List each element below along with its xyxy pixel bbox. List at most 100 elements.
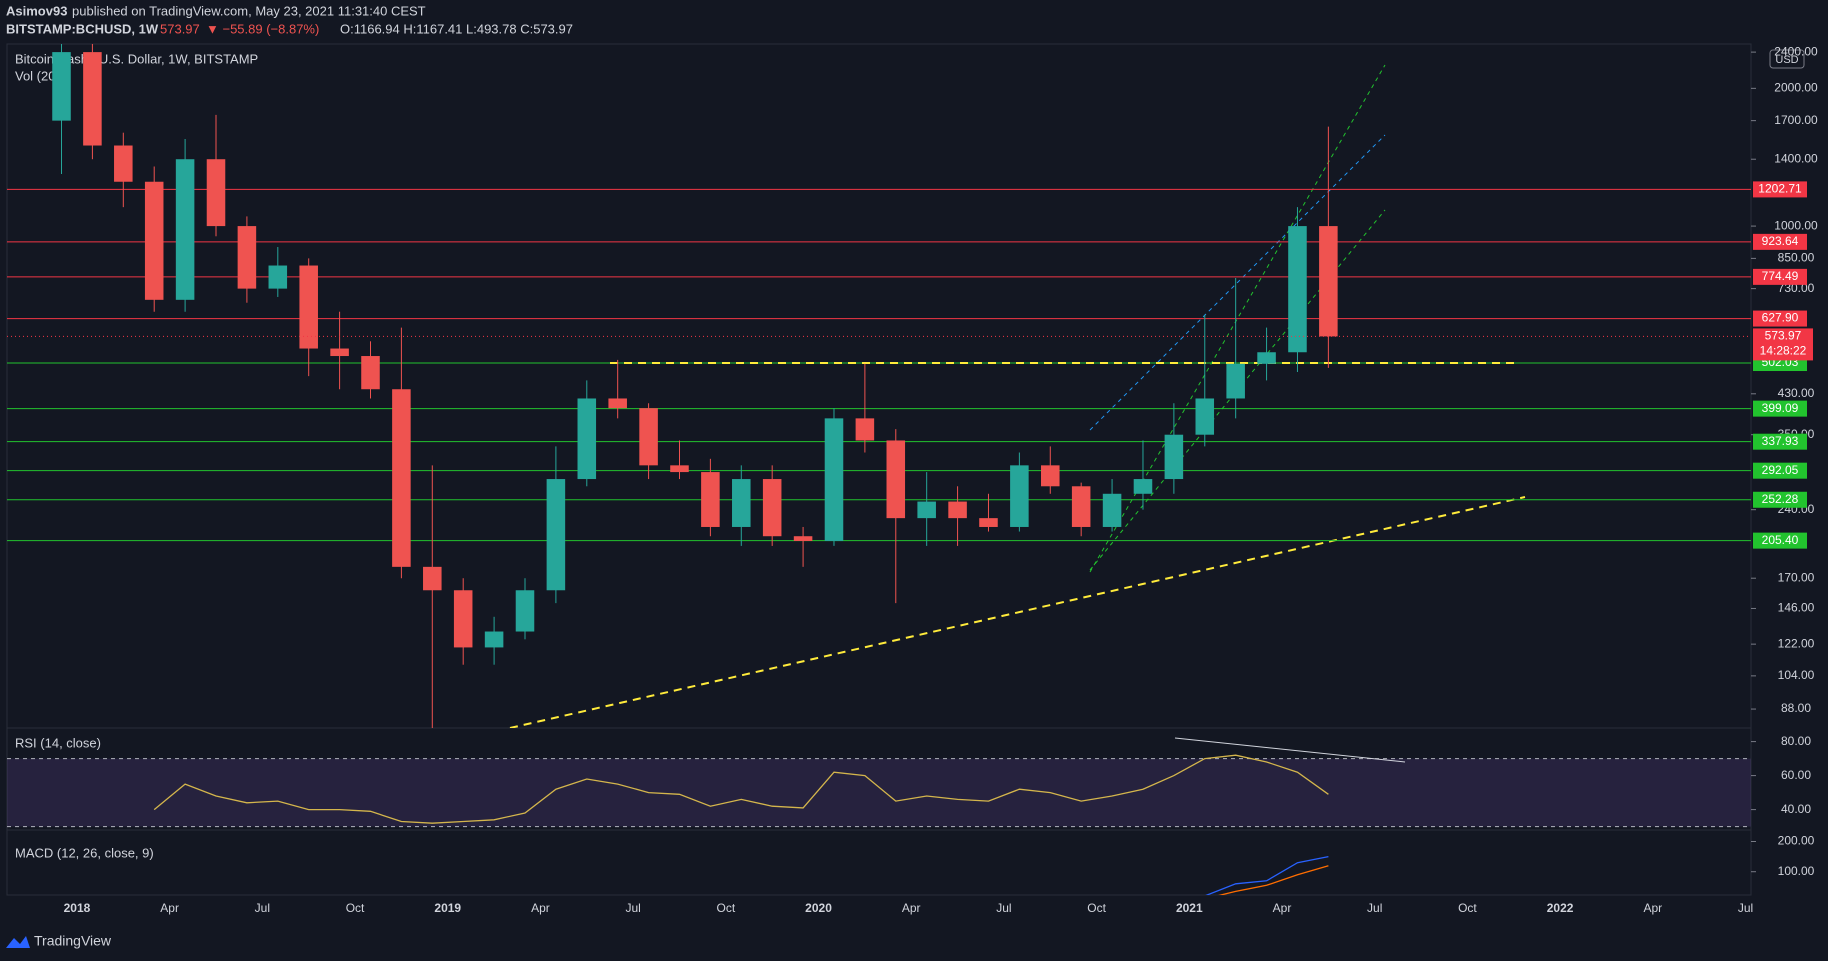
y-tick-label: 88.00 [1781,701,1811,715]
candle-body [793,536,813,542]
footer [0,925,1828,961]
x-tick-label: Jul [1367,901,1382,915]
x-tick-label: Apr [531,901,550,915]
level-label-bg [1753,433,1807,450]
y-tick-label: 146.00 [1778,601,1815,615]
candle-body [1133,479,1153,494]
brand-logo [6,936,30,948]
y-tick-label: 104.00 [1778,668,1815,682]
level-label: 337.93 [1762,434,1799,448]
candle-body [52,52,71,121]
candle-body [762,479,782,537]
x-tick-label: Jul [625,901,640,915]
candle-body [979,518,998,527]
rsi-label: RSI (14, close) [15,735,101,750]
x-tick-label: 2021 [1176,901,1203,915]
candle-body [1071,486,1091,527]
ohlc: O:1166.94 H:1167.41 L:493.78 C:573.97 [340,21,573,36]
x-tick-label: Oct [716,901,735,915]
candle-body [330,348,349,357]
y-tick-label: 1400.00 [1774,151,1818,165]
candle-body [1195,398,1215,435]
candle-body [484,631,504,648]
currency-box [1769,49,1805,69]
last-price: 573.97 [160,21,200,36]
candle-body [701,472,720,527]
x-tick-label: Jul [255,901,270,915]
candle-body [1041,465,1060,487]
candle-body [423,566,442,591]
y-tick-label: 2000.00 [1774,81,1818,95]
candle-body [546,479,566,591]
candle-body [732,479,751,527]
level-label-bg [1753,268,1807,285]
macd-tick-label: 200.00 [1778,834,1815,848]
macd-tick-label: 100.00 [1778,864,1815,878]
x-tick-label: Apr [1643,901,1662,915]
change: ▼ −55.89 (−8.87%) [206,21,319,36]
candle-body [824,418,844,542]
level-label: 774.49 [1762,269,1799,283]
level-label: 292.05 [1762,463,1799,477]
x-tick-label: 2020 [805,901,832,915]
level-label-bg [1753,491,1807,508]
rsi-pane [7,737,1751,828]
rsi-tick-label: 80.00 [1781,734,1811,748]
current-price: 573.97 [1765,329,1802,343]
candle-body [268,265,288,289]
x-tick-label: Oct [1458,901,1477,915]
currency: USD [1775,54,1798,66]
candle-body [1010,465,1029,527]
x-tick-label: 2022 [1547,901,1574,915]
candle-body [392,389,411,567]
candle-body [948,501,967,519]
level-label-bg [1753,310,1807,327]
chart-title: Bitcoin Cash / U.S. Dollar, 1W, BITSTAMP [15,51,258,66]
level-label: 205.40 [1762,533,1799,547]
candle-body [1102,493,1122,527]
level-label: 627.90 [1762,311,1799,325]
x-tick-label: Apr [902,901,921,915]
candle-body [515,590,535,632]
candle-body [299,265,318,349]
brand[interactable]: TradingView [34,933,112,949]
macd-line [1205,855,1329,895]
y-tick-label: 2400.00 [1774,44,1818,58]
level-label: 252.28 [1762,492,1799,506]
y-tick-label: 170.00 [1778,570,1815,584]
candle-body [1319,226,1338,337]
x-tick-label: Oct [1087,901,1106,915]
x-tick-label: 2018 [64,901,91,915]
candle-body [855,418,875,441]
macd-pane [1205,855,1329,895]
y-tick-label: 122.00 [1778,636,1815,650]
candle-body [1257,352,1276,364]
candle-body [670,465,689,473]
y-tick-label: 1000.00 [1774,218,1818,232]
channel-line [1089,134,1386,431]
candle-body [639,408,658,466]
x-tick-label: Jul [1738,901,1753,915]
main-pane [7,44,1751,728]
level-label-bg [1753,462,1807,479]
candle-body [577,398,597,480]
candle-body [608,398,627,409]
level-label: 1202.71 [1758,182,1802,196]
x-tick-label: Apr [1273,901,1292,915]
candle-body [206,159,226,227]
candle-body [1288,226,1307,353]
candle-body [83,52,102,146]
candle-body [917,501,936,519]
candle-body [453,590,473,648]
rsi-trendline [1174,737,1406,763]
axes: 2400.00 2000.00 1700.00 1400.00 1000.00 850.0… [64,44,1818,915]
macd-label: MACD (12, 26, close, 9) [15,845,154,860]
rsi-band [7,758,1751,827]
level-label-bg [1753,181,1807,198]
candle-body [175,159,195,300]
candle-body [1164,434,1184,480]
published: published on TradingView.com, May 23, 20… [72,3,426,18]
x-tick-label: Jul [996,901,1011,915]
